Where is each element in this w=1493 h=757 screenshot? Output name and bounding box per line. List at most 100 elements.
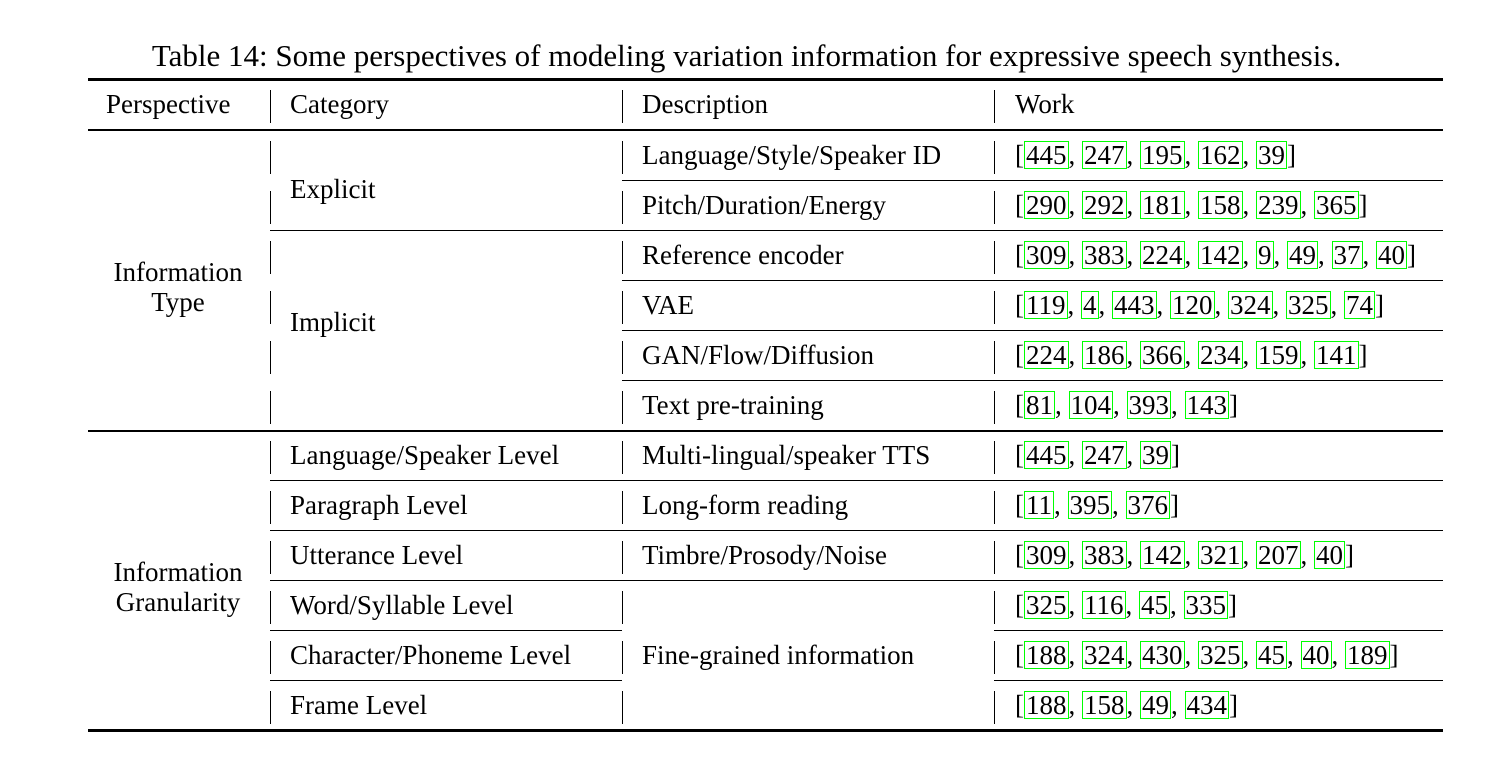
citation-link[interactable]: 445 xyxy=(1024,440,1069,470)
citation-link[interactable]: 309 xyxy=(1024,240,1069,270)
citation-link[interactable]: 4 xyxy=(1081,290,1099,320)
column-separator xyxy=(994,191,995,224)
citation-link[interactable]: 37 xyxy=(1331,240,1363,270)
cline-desc-1 xyxy=(622,180,1443,181)
citation-link[interactable]: 224 xyxy=(1140,240,1185,270)
header-rule xyxy=(88,129,1443,131)
citation-link[interactable]: 142 xyxy=(1198,240,1243,270)
citation-separator: , xyxy=(1273,240,1287,270)
bracket-open: [ xyxy=(1015,190,1024,220)
citation-link[interactable]: 335 xyxy=(1183,590,1228,620)
work-cell: [445, 247, 195, 162, 39] xyxy=(1015,139,1296,171)
citation-link[interactable]: 393 xyxy=(1126,390,1171,420)
citation-link[interactable]: 81 xyxy=(1024,390,1055,420)
citation-link[interactable]: 120 xyxy=(1170,290,1215,320)
bracket-close: ] xyxy=(1171,440,1180,470)
column-separator xyxy=(622,291,623,324)
bracket-open: [ xyxy=(1015,140,1024,170)
citation-link[interactable]: 324 xyxy=(1082,640,1127,670)
citation-separator: , xyxy=(1242,340,1256,370)
citation-separator: , xyxy=(1126,690,1140,720)
citation-link[interactable]: 188 xyxy=(1024,690,1069,720)
citation-link[interactable]: 325 xyxy=(1286,290,1331,320)
citation-link[interactable]: 189 xyxy=(1345,640,1390,670)
citation-link[interactable]: 158 xyxy=(1198,190,1243,220)
citation-separator: , xyxy=(1242,640,1256,670)
citation-link[interactable]: 142 xyxy=(1140,540,1185,570)
citation-link[interactable]: 445 xyxy=(1024,140,1069,170)
column-separator xyxy=(622,341,623,374)
description-pitch-duration-energy: Pitch/Duration/Energy xyxy=(642,190,886,220)
citation-link[interactable]: 292 xyxy=(1082,190,1127,220)
cline-desc-5 xyxy=(622,380,1443,381)
citation-link[interactable]: 186 xyxy=(1082,340,1127,370)
citation-separator: , xyxy=(1113,390,1127,420)
citation-separator: , xyxy=(1362,240,1376,270)
bracket-close: ] xyxy=(1229,390,1238,420)
citation-link[interactable]: 49 xyxy=(1140,690,1171,720)
citation-link[interactable]: 290 xyxy=(1024,190,1069,220)
citation-link[interactable]: 181 xyxy=(1140,190,1185,220)
citation-link[interactable]: 376 xyxy=(1125,490,1170,520)
citation-link[interactable]: 434 xyxy=(1184,690,1229,720)
citation-link[interactable]: 247 xyxy=(1082,140,1127,170)
citation-link[interactable]: 158 xyxy=(1082,690,1127,720)
citation-link[interactable]: 49 xyxy=(1287,240,1318,270)
citation-separator: , xyxy=(1300,340,1314,370)
citation-link[interactable]: 239 xyxy=(1256,190,1301,220)
citation-link[interactable]: 104 xyxy=(1068,390,1113,420)
citation-link[interactable]: 141 xyxy=(1314,340,1359,370)
perspective-line: Type xyxy=(151,287,205,317)
citation-separator: , xyxy=(1184,190,1198,220)
citation-link[interactable]: 74 xyxy=(1344,290,1375,320)
citation-link[interactable]: 162 xyxy=(1198,140,1243,170)
table-caption: Table 14: Some perspectives of modeling … xyxy=(151,38,1342,73)
citation-link[interactable]: 325 xyxy=(1198,640,1243,670)
citation-link[interactable]: 40 xyxy=(1314,540,1345,570)
citation-link[interactable]: 224 xyxy=(1024,340,1069,370)
citation-link[interactable]: 45 xyxy=(1256,640,1287,670)
category-explicit: Explicit xyxy=(290,174,376,204)
citation-link[interactable]: 143 xyxy=(1184,390,1229,420)
citation-link[interactable]: 247 xyxy=(1082,440,1127,470)
citation-separator: , xyxy=(1068,190,1082,220)
citation-link[interactable]: 195 xyxy=(1140,140,1185,170)
citation-link[interactable]: 234 xyxy=(1198,340,1243,370)
header-category: Category xyxy=(290,89,389,119)
citation-link[interactable]: 40 xyxy=(1376,240,1407,270)
bracket-close: ] xyxy=(1389,640,1399,670)
citation-link[interactable]: 39 xyxy=(1256,140,1287,170)
citation-link[interactable]: 207 xyxy=(1256,540,1301,570)
citation-link[interactable]: 40 xyxy=(1300,640,1332,670)
citation-link[interactable]: 39 xyxy=(1140,440,1171,470)
citation-link[interactable]: 383 xyxy=(1082,240,1127,270)
citation-link[interactable]: 309 xyxy=(1024,540,1069,570)
cline-work-11 xyxy=(994,630,1443,631)
citation-link[interactable]: 324 xyxy=(1228,290,1273,320)
citation-link[interactable]: 159 xyxy=(1256,340,1301,370)
citation-link[interactable]: 11 xyxy=(1024,490,1054,520)
citation-link[interactable]: 430 xyxy=(1140,640,1185,670)
citation-link[interactable]: 325 xyxy=(1024,590,1069,620)
citation-separator: , xyxy=(1126,440,1140,470)
citation-link[interactable]: 395 xyxy=(1067,490,1112,520)
citation-link[interactable]: 45 xyxy=(1139,590,1170,620)
citation-link[interactable]: 321 xyxy=(1198,540,1243,570)
citation-link[interactable]: 188 xyxy=(1024,640,1069,670)
citation-link[interactable]: 119 xyxy=(1024,290,1068,320)
citation-link[interactable]: 365 xyxy=(1314,190,1359,220)
citation-separator: , xyxy=(1126,640,1140,670)
citation-link[interactable]: 116 xyxy=(1082,590,1126,620)
citation-link[interactable]: 9 xyxy=(1256,240,1274,270)
column-separator xyxy=(270,341,271,374)
citation-separator: , xyxy=(1068,240,1082,270)
bracket-open: [ xyxy=(1015,490,1024,520)
citation-separator: , xyxy=(1300,190,1314,220)
work-cell: [188, 158, 49, 434] xyxy=(1015,689,1238,721)
column-separator xyxy=(994,391,995,424)
citation-link[interactable]: 366 xyxy=(1140,340,1185,370)
citation-link[interactable]: 383 xyxy=(1082,540,1127,570)
column-separator xyxy=(994,90,995,123)
citation-link[interactable]: 443 xyxy=(1112,290,1157,320)
cline-row-8 xyxy=(270,480,1443,481)
